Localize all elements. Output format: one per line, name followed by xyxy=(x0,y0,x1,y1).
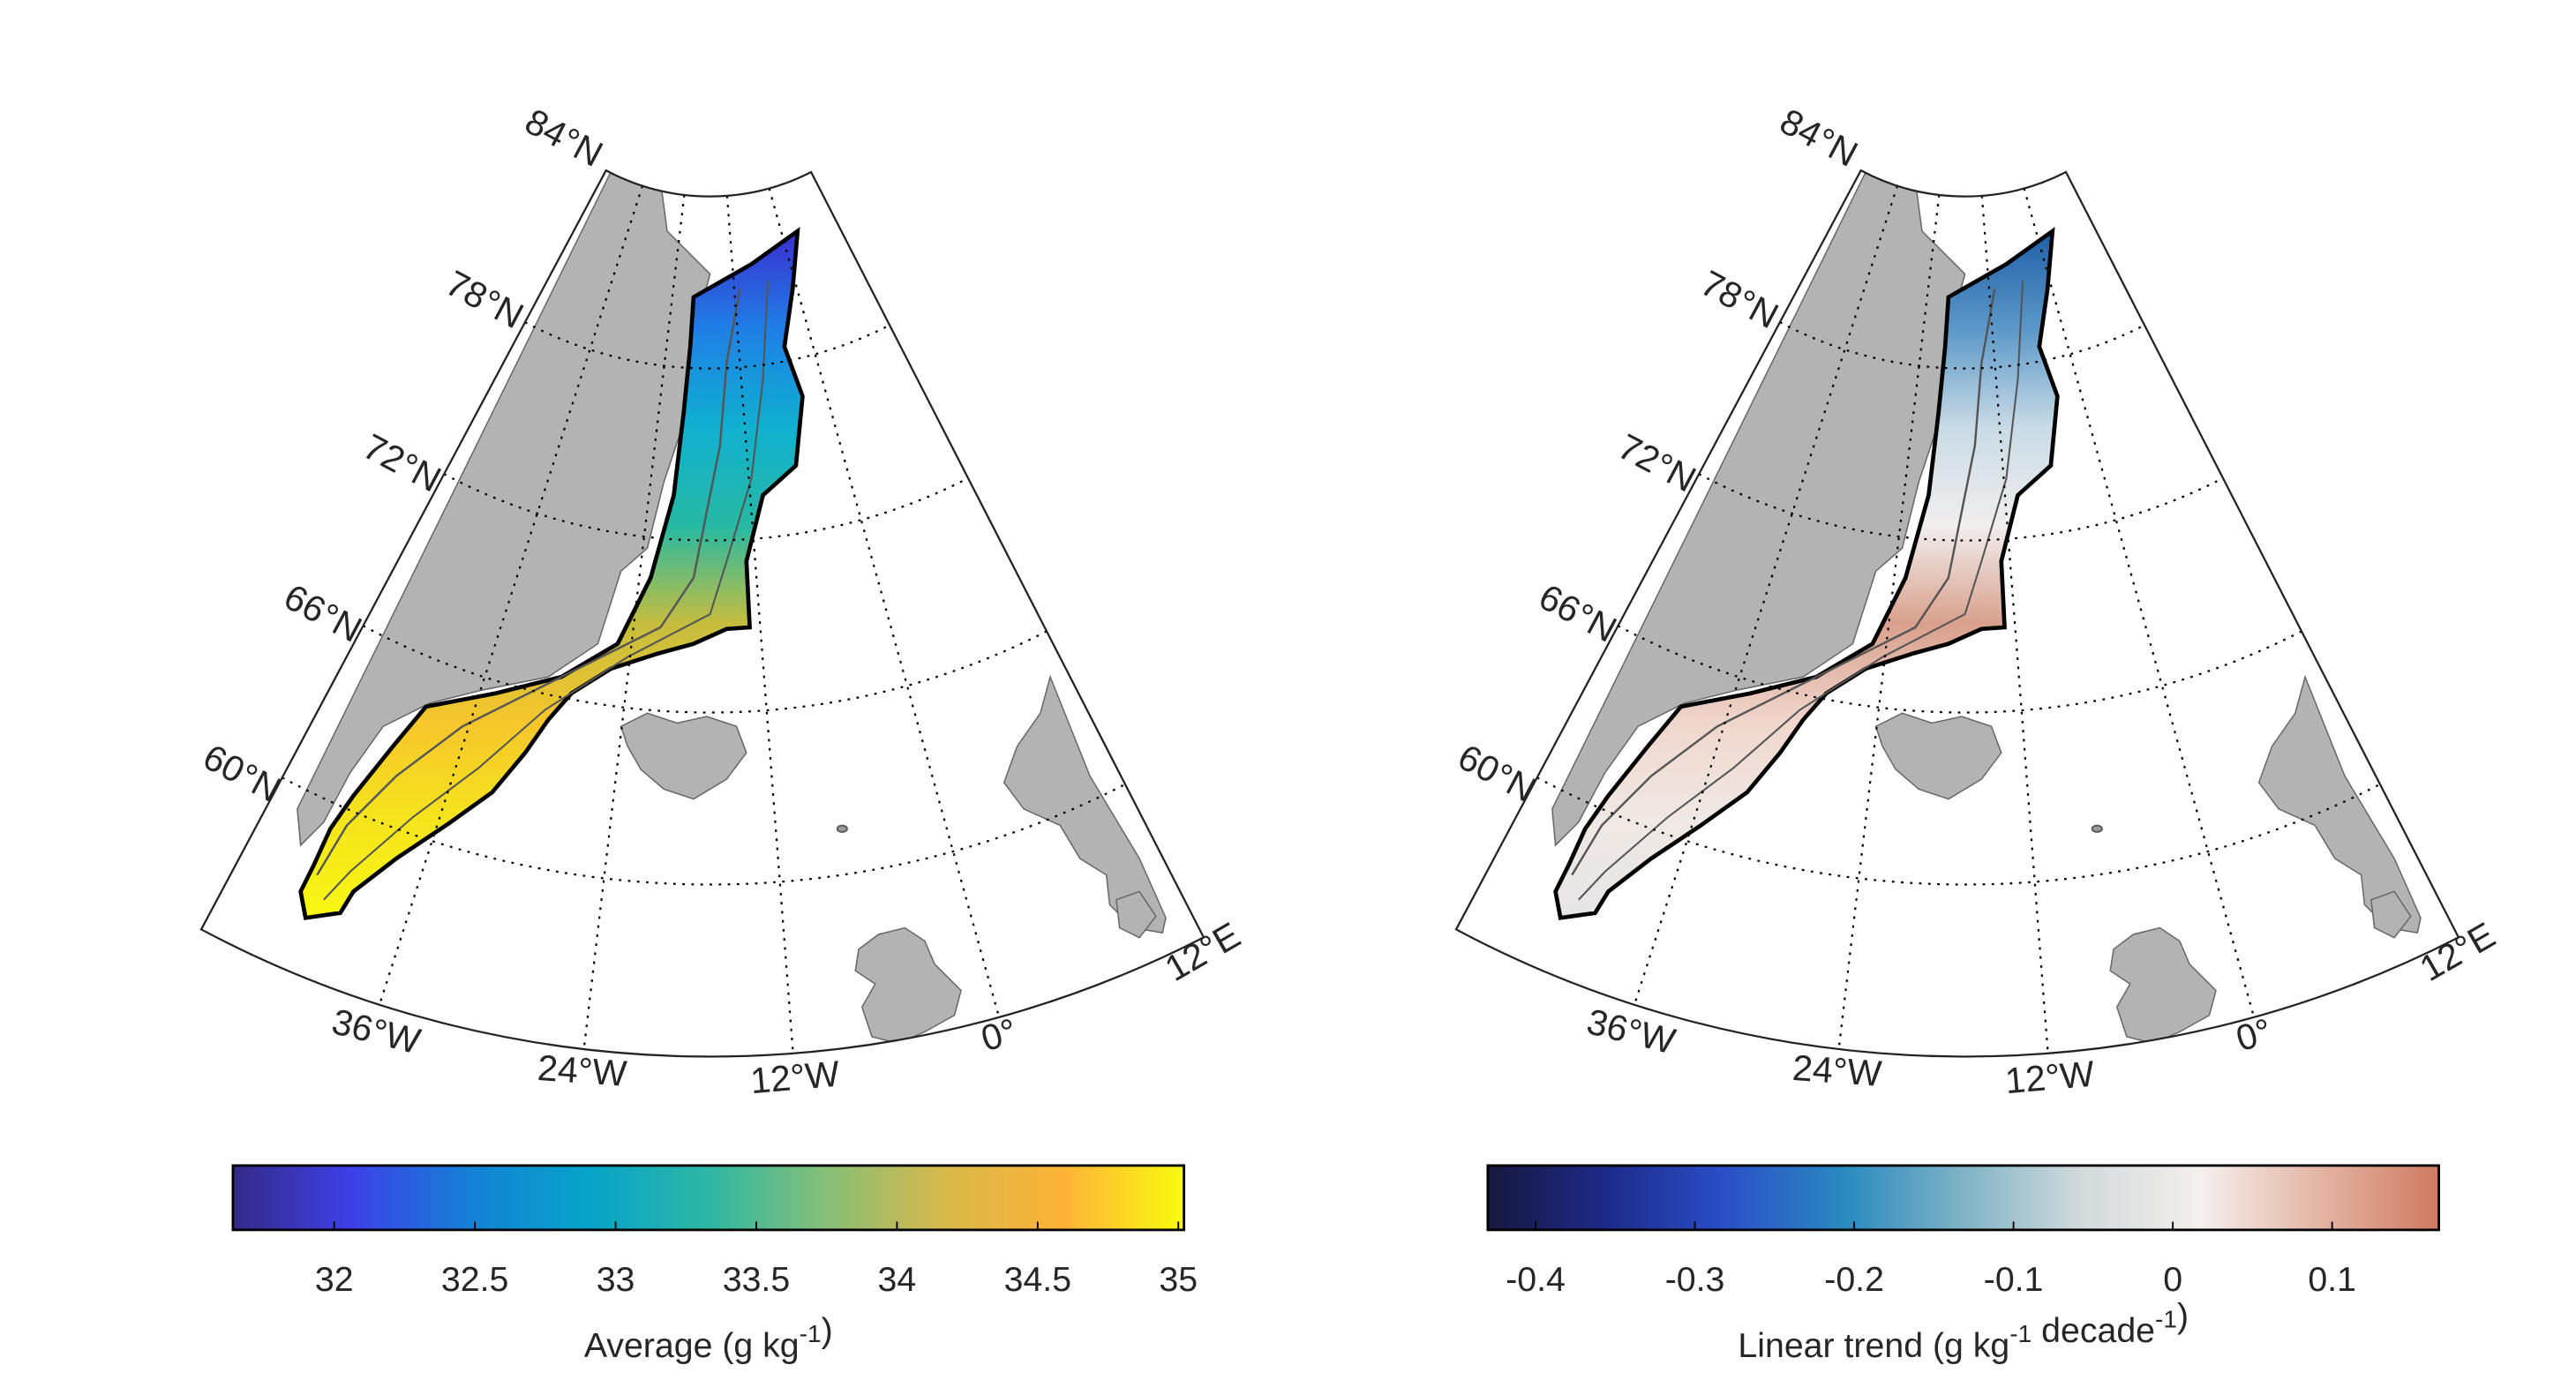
isobath-contour xyxy=(316,289,741,876)
lon-tick-label: 12°W xyxy=(748,1054,841,1102)
colorbar-label-part: -1 xyxy=(800,1320,822,1347)
colorbar-tick-label: 33.5 xyxy=(723,1260,790,1299)
lat-tick-label: 72°N xyxy=(1611,426,1702,500)
parallel-gridline xyxy=(282,776,1126,886)
colorbar-label-part: -1 xyxy=(2155,1305,2177,1332)
map-content xyxy=(1551,170,2422,1045)
parallel-gridline xyxy=(1536,776,2381,886)
colorbar-tick-label: 32.5 xyxy=(441,1260,508,1299)
colorbar-label-part: decade xyxy=(2032,1311,2155,1350)
colorbar-tick-label: 0.1 xyxy=(2308,1260,2356,1299)
norway-land xyxy=(2257,674,2422,934)
parallel-gridline xyxy=(1617,625,2302,714)
lat-tick-label: 66°N xyxy=(1532,576,1623,650)
colorbar-tick-label: -0.2 xyxy=(1824,1260,1884,1299)
colorbar-tick-label: 33 xyxy=(597,1260,635,1299)
british-isles-land xyxy=(854,926,962,1045)
lat-tick-label: 72°N xyxy=(357,426,447,500)
greenland-land xyxy=(297,170,711,847)
lat-tick-label: 66°N xyxy=(278,576,369,650)
lat-tick-label: 60°N xyxy=(1452,736,1543,810)
lon-tick-label: 0° xyxy=(977,1010,1022,1059)
colorbar-tick-label: -0.3 xyxy=(1665,1260,1725,1299)
denmark-land xyxy=(1115,890,1157,939)
map-frame xyxy=(199,169,1205,1058)
map-panel-trend: 84°N78°N72°N66°N60°N36°W24°W 12°W0°12°E-0… xyxy=(1452,101,2502,1365)
lat-tick-label: 78°N xyxy=(439,262,530,336)
lon-tick-label: 24°W xyxy=(537,1047,628,1094)
colorbar-label-part: -1 xyxy=(2009,1320,2032,1347)
lat-tick-label: 84°N xyxy=(1774,101,1865,175)
colorbar-label-part: Linear trend (g kg xyxy=(1738,1326,2009,1365)
map-frame xyxy=(1454,169,2460,1058)
iceland-land xyxy=(1874,712,2002,800)
lon-tick-label: 24°W xyxy=(1791,1047,1883,1094)
parallel-gridline xyxy=(362,625,1048,714)
colorbar-tick-label: -0.4 xyxy=(1506,1260,1566,1299)
greenland-land xyxy=(1551,170,1966,847)
colorbar-label-part: Average (g kg xyxy=(584,1326,800,1365)
map-content xyxy=(297,170,1167,1045)
colorbar-tick-label: 34 xyxy=(878,1260,917,1299)
colorbar-gradient xyxy=(231,1164,1186,1232)
colorbar: 32 32.5 33 33.5 34 34.5 35 Average (g kg-1) xyxy=(231,1164,1198,1365)
colorbar-tick-label: -0.1 xyxy=(1984,1260,2044,1299)
norway-land xyxy=(1003,674,1167,934)
british-isles-land xyxy=(2109,926,2217,1045)
lat-tick-label: 84°N xyxy=(519,101,610,175)
isobath-contour xyxy=(1578,281,2024,901)
colorbar-tick-label: 35 xyxy=(1159,1260,1198,1299)
isobath-contour xyxy=(1571,289,1996,876)
denmark-land xyxy=(2370,890,2412,939)
lon-tick-label: 0° xyxy=(2232,1010,2277,1059)
colorbar-gradient xyxy=(1486,1164,2440,1232)
colorbar-label-part: ) xyxy=(822,1311,833,1350)
isobath-contour xyxy=(323,281,770,901)
lon-tick-label: 12°W xyxy=(2003,1054,2096,1102)
colorbar-tick-label: 32 xyxy=(315,1260,354,1299)
colorbar-tick-label: 0 xyxy=(2163,1260,2182,1299)
colorbar-label: Average (g kg-1) xyxy=(584,1311,833,1365)
lat-tick-label: 60°N xyxy=(197,736,288,810)
faroe-islands-land xyxy=(2091,824,2103,833)
iceland-land xyxy=(620,712,747,800)
map-panel-average: 84°N78°N72°N66°N60°N36°W24°W 12°W0°12°E32… xyxy=(197,101,1247,1365)
colorbar-tick-label: 34.5 xyxy=(1004,1260,1071,1299)
colorbar-label-part: ) xyxy=(2177,1296,2189,1335)
faroe-islands-land xyxy=(836,824,848,833)
colorbar-label: Linear trend (g kg-1 decade-1) xyxy=(1738,1296,2189,1365)
lat-tick-label: 78°N xyxy=(1694,262,1785,336)
